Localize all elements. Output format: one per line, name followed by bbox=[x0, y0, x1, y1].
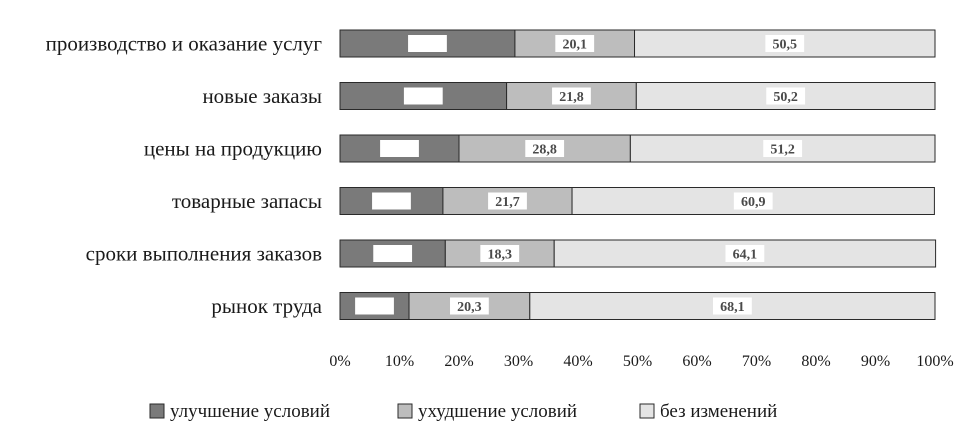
data-label: 28,0 bbox=[411, 90, 436, 105]
x-tick-label: 60% bbox=[682, 353, 711, 370]
x-tick-label: 90% bbox=[861, 353, 890, 370]
data-label: 20,0 bbox=[387, 143, 412, 158]
data-label: 21,8 bbox=[559, 90, 584, 105]
legend-swatch bbox=[149, 403, 165, 419]
data-label-box bbox=[713, 297, 752, 315]
x-tick-label: 20% bbox=[444, 353, 473, 370]
data-label-box bbox=[480, 245, 520, 262]
data-label-box bbox=[355, 297, 394, 315]
bar-segment bbox=[553, 239, 937, 268]
data-label-box bbox=[488, 192, 527, 210]
x-tick-label: 80% bbox=[801, 353, 830, 370]
x-tick-label: 0% bbox=[329, 353, 350, 370]
data-label: 21,7 bbox=[495, 195, 520, 210]
category-label: производство и оказание услуг bbox=[46, 32, 323, 56]
data-label: 11,6 bbox=[363, 300, 387, 315]
data-label-box bbox=[380, 140, 419, 157]
x-tick-label: 50% bbox=[623, 353, 652, 370]
data-label-box bbox=[555, 35, 595, 52]
x-tick-label: 10% bbox=[385, 353, 414, 370]
legend-label: без изменений bbox=[660, 401, 777, 422]
data-label-box bbox=[763, 140, 803, 157]
data-label: 68,1 bbox=[720, 300, 745, 315]
data-label-box bbox=[372, 192, 411, 210]
data-label: 64,1 bbox=[733, 248, 758, 263]
x-tick-label: 100% bbox=[916, 353, 953, 370]
data-label: 51,2 bbox=[770, 143, 795, 158]
data-label-box bbox=[373, 245, 413, 262]
data-label: 20,3 bbox=[457, 300, 482, 315]
data-label-box bbox=[765, 35, 805, 52]
data-label: 20,1 bbox=[562, 38, 587, 53]
legend: улучшение условий ухудшение условий без из… bbox=[149, 401, 777, 422]
category-label: цены на продукцию bbox=[144, 137, 322, 161]
data-label: 50,5 bbox=[773, 38, 798, 53]
data-label-box bbox=[552, 87, 591, 105]
legend-label: ухудшение условий bbox=[418, 401, 577, 422]
data-label: 29,4 bbox=[415, 38, 440, 53]
data-label: 17,3 bbox=[379, 195, 404, 210]
x-tick-label: 30% bbox=[504, 353, 533, 370]
x-axis-tick-labels: 0% 10% 20% 30% 40% 50% 60% 70% 80% 90% 100% bbox=[329, 353, 953, 370]
x-tick-label: 40% bbox=[563, 353, 592, 370]
data-label-box bbox=[408, 35, 447, 52]
data-label-box bbox=[725, 245, 765, 262]
data-label-box bbox=[525, 140, 565, 157]
bar-segment bbox=[514, 29, 636, 58]
category-label: товарные запасы bbox=[172, 189, 322, 213]
category-labels: производство и оказание услуг новые заказ… bbox=[46, 32, 323, 319]
data-label-box bbox=[766, 87, 806, 105]
legend-label: улучшение условий bbox=[170, 401, 330, 422]
category-label: сроки выполнения заказов bbox=[86, 242, 322, 266]
data-label-box bbox=[403, 87, 443, 105]
legend-swatch bbox=[397, 403, 413, 419]
data-label: 60,9 bbox=[741, 195, 766, 210]
data-label: 17,7 bbox=[380, 248, 405, 263]
x-tick-label: 70% bbox=[742, 353, 771, 370]
legend-swatch bbox=[639, 403, 655, 419]
category-label: рынок труда bbox=[211, 294, 322, 318]
data-label: 28,8 bbox=[532, 143, 557, 158]
data-label: 18,3 bbox=[488, 248, 513, 263]
category-label: новые заказы bbox=[202, 84, 322, 108]
data-label: 50,2 bbox=[773, 90, 798, 105]
data-label-box bbox=[450, 297, 489, 315]
bar-segment bbox=[571, 187, 935, 215]
bars-layer: 29,4 20,1 50,5 28,0 21,8 50,2 20,0 28,8 51,2 17,3… bbox=[339, 29, 937, 320]
data-label-box bbox=[733, 192, 773, 210]
